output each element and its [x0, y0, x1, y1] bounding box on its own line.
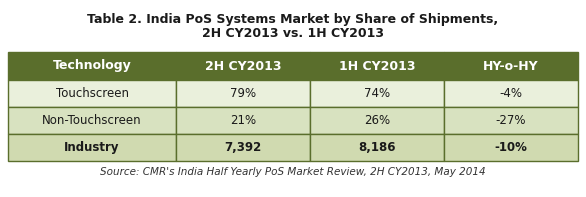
Text: Industry: Industry [64, 141, 120, 154]
Text: Table 2. India PoS Systems Market by Share of Shipments,: Table 2. India PoS Systems Market by Sha… [87, 13, 499, 26]
Text: 79%: 79% [230, 87, 256, 100]
Bar [8, 80, 176, 107]
Text: 8,186: 8,186 [358, 141, 396, 154]
Bar [444, 107, 578, 134]
Bar [444, 80, 578, 107]
Bar [8, 107, 176, 134]
Bar [176, 80, 310, 107]
Text: Source: CMR's India Half Yearly PoS Market Review, 2H CY2013, May 2014: Source: CMR's India Half Yearly PoS Mark… [100, 167, 486, 177]
Bar [176, 52, 310, 80]
Text: -27%: -27% [496, 114, 526, 127]
Text: Touchscreen: Touchscreen [56, 87, 128, 100]
Text: Technology: Technology [53, 59, 131, 72]
Text: 26%: 26% [364, 114, 390, 127]
Bar [310, 80, 444, 107]
Text: 2H CY2013: 2H CY2013 [205, 59, 281, 72]
Bar [176, 107, 310, 134]
Bar [8, 134, 176, 161]
Text: 2H CY2013 vs. 1H CY2013: 2H CY2013 vs. 1H CY2013 [202, 27, 384, 40]
Text: 7,392: 7,392 [224, 141, 262, 154]
Text: Non-Touchscreen: Non-Touchscreen [42, 114, 142, 127]
Bar [310, 107, 444, 134]
Bar [8, 52, 176, 80]
Bar [310, 134, 444, 161]
Text: -10%: -10% [495, 141, 527, 154]
Bar [444, 134, 578, 161]
Text: 21%: 21% [230, 114, 256, 127]
Bar [176, 134, 310, 161]
Bar [444, 52, 578, 80]
Bar [310, 52, 444, 80]
Text: 74%: 74% [364, 87, 390, 100]
Text: 1H CY2013: 1H CY2013 [339, 59, 415, 72]
Text: HY-o-HY: HY-o-HY [483, 59, 539, 72]
Text: -4%: -4% [499, 87, 523, 100]
